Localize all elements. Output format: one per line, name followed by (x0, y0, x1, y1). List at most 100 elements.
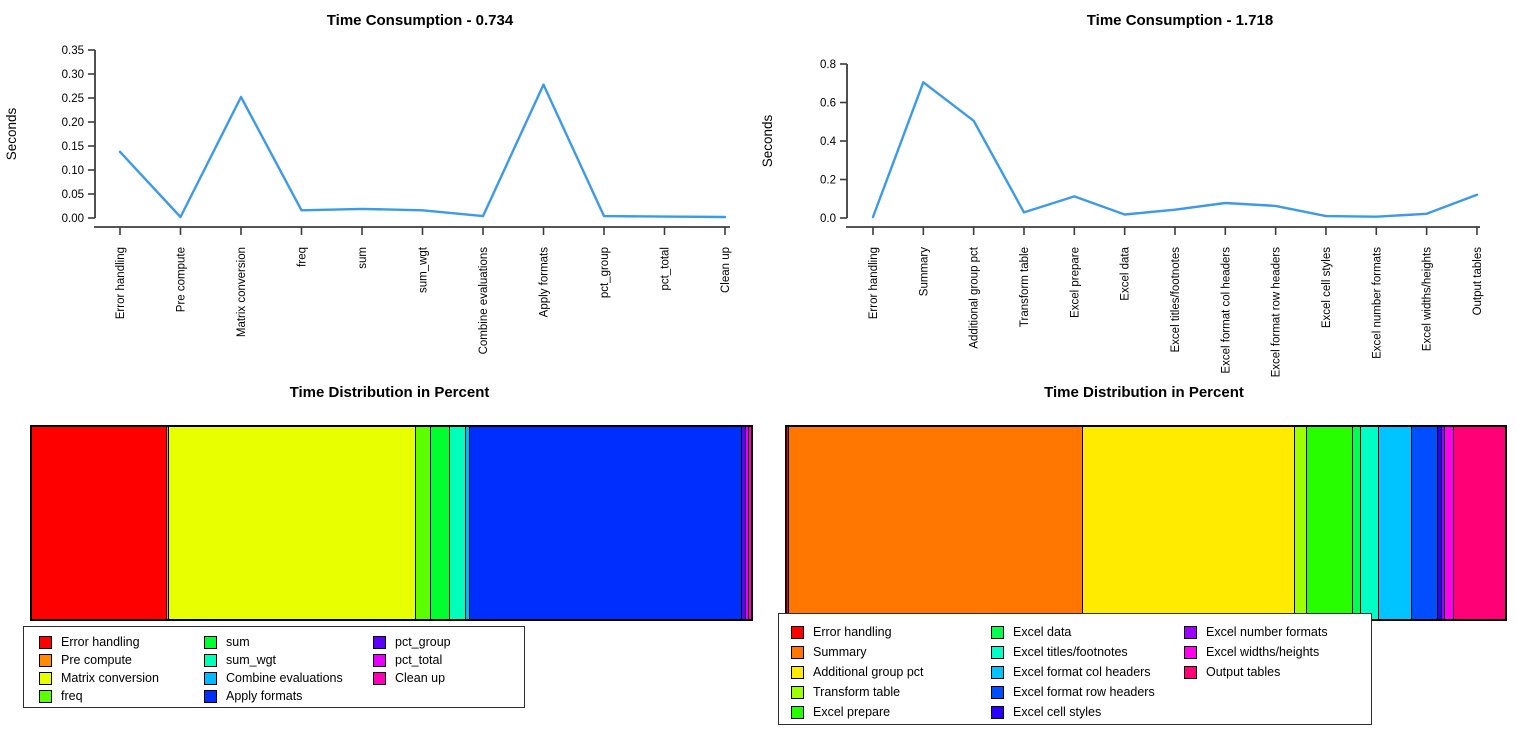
bar-segment (450, 427, 466, 619)
bar-segment (1411, 427, 1438, 619)
y-tick-label: 0.2 (820, 175, 836, 187)
color-swatch (791, 645, 804, 659)
y-tick-label: 0.15 (62, 141, 84, 153)
legend-label: Excel data (1013, 625, 1072, 639)
color-swatch (991, 665, 1004, 679)
legend-item: Excel number formats (1184, 622, 1328, 642)
legend-label: Excel prepare (813, 705, 891, 719)
color-swatch (991, 685, 1004, 699)
legend-item: sum_wgt (204, 651, 343, 669)
legend-item: Excel format row headers (991, 682, 1155, 702)
legend-label: Pre compute (61, 653, 132, 667)
x-tick-label: Pre compute (176, 247, 188, 312)
legend-item: pct_group (373, 633, 451, 651)
legend-item: Excel cell styles (991, 702, 1155, 722)
bar-segment (415, 427, 432, 619)
x-tick-label: Error handling (868, 247, 880, 319)
x-tick-label: Excel prepare (1069, 247, 1081, 318)
bar-segment (787, 427, 790, 619)
x-tick-label: sum_wgt (418, 246, 430, 293)
bar-segment (431, 427, 450, 619)
x-tick-label: sum (357, 247, 369, 269)
bar-segment (1454, 427, 1505, 619)
bar-segment (169, 427, 416, 619)
data-line (871, 81, 1479, 219)
color-swatch (1184, 645, 1197, 659)
panel-time-distribution-left: Time Distribution in Percent Error handl… (0, 372, 758, 744)
x-tick-label: Output tables (1472, 247, 1484, 316)
legend-item: Output tables (1184, 662, 1328, 682)
chart-title-left-line: Time Consumption - 0.734 (326, 12, 514, 29)
color-swatch (1184, 625, 1197, 639)
legend-label: Error handling (813, 625, 892, 639)
legend-label: sum (226, 635, 250, 649)
legend-label: Matrix conversion (61, 671, 159, 685)
color-swatch (791, 665, 804, 679)
legend-item: Apply formats (204, 687, 343, 705)
y-tick-label: 0.00 (62, 213, 84, 225)
legend-item: pct_total (373, 651, 451, 669)
bar-segment (745, 427, 749, 619)
stacked-bar-left (30, 425, 753, 621)
line-chart-right: 0.0 0.2 0.4 0.6 0.8 Error handling Summary Addi… (760, 59, 1484, 377)
x-tick-label: pct_total (660, 247, 672, 290)
color-swatch (39, 653, 52, 667)
bar-segment (1306, 427, 1354, 619)
x-tick-label: Excel titles/footnotes (1170, 247, 1182, 353)
x-tick-label: Error handling (115, 247, 127, 319)
legend-label: pct_total (395, 653, 443, 667)
y-tick-label: 0.35 (62, 45, 84, 57)
x-tick-label: Combine evaluations (478, 247, 490, 355)
legend-item: Excel data (991, 622, 1155, 642)
color-swatch (991, 625, 1004, 639)
x-tick-label: Excel format row headers (1271, 247, 1283, 378)
bar-segment (1442, 427, 1445, 619)
color-swatch (204, 689, 217, 703)
y-axis-title: Seconds (760, 114, 775, 167)
legend-item: Excel titles/footnotes (991, 642, 1155, 662)
bar-segment (1444, 427, 1455, 619)
legend-column: Excel data Excel titles/footnotes Excel fo… (991, 622, 1155, 722)
y-tick-label: 0.30 (62, 69, 84, 81)
bar-segment (32, 427, 168, 619)
bar-segment (167, 427, 170, 619)
bar-segment (1353, 427, 1361, 619)
chart-title-left-bar: Time Distribution in Percent (289, 384, 490, 401)
x-tick-label: Clean up (720, 247, 732, 293)
bar-segment (1083, 427, 1295, 619)
bar-segment (465, 427, 470, 619)
legend-item: sum (204, 633, 343, 651)
data-line (118, 83, 727, 219)
legend-item: Summary (791, 642, 924, 662)
legend-label: sum_wgt (226, 653, 277, 667)
color-swatch (791, 625, 804, 639)
bar-segment (1294, 427, 1307, 619)
y-tick-label: 0.8 (820, 59, 836, 71)
x-tick-label: Matrix conversion (236, 247, 248, 337)
x-tick-label: Excel format col headers (1220, 247, 1232, 374)
legend-column: sum sum_wgt Combine evaluations Apply forma… (204, 633, 343, 705)
y-axis-title: Seconds (4, 107, 19, 160)
panel-time-distribution-right: Time Distribution in Percent Error handl… (758, 372, 1516, 744)
x-tick-label: Additional group pct (969, 246, 981, 348)
x-tick-label: Apply formats (539, 247, 551, 318)
legend-label: Clean up (395, 671, 446, 685)
bar-segment (748, 427, 751, 619)
legend-label: Excel number formats (1206, 625, 1328, 639)
legend-right: Error handling Summary Additional group pc… (778, 613, 1372, 725)
color-swatch (991, 645, 1004, 659)
y-tick-label: 0.6 (820, 98, 836, 110)
chart-title-right-bar: Time Distribution in Percent (1044, 384, 1244, 401)
legend-label: Combine evaluations (226, 671, 343, 685)
legend-item: Excel prepare (791, 702, 924, 722)
legend-label: Apply formats (226, 689, 303, 703)
legend-label: Excel cell styles (1013, 705, 1102, 719)
color-swatch (204, 635, 217, 649)
legend-item: Additional group pct (791, 662, 924, 682)
y-tick-label: 0.4 (820, 136, 837, 148)
y-tick-label: 0.25 (62, 93, 84, 105)
bar-segment (1437, 427, 1443, 619)
legend-item: Excel widths/heights (1184, 642, 1328, 662)
legend-label: Excel format row headers (1013, 685, 1155, 699)
legend-label: Excel widths/heights (1206, 645, 1320, 659)
